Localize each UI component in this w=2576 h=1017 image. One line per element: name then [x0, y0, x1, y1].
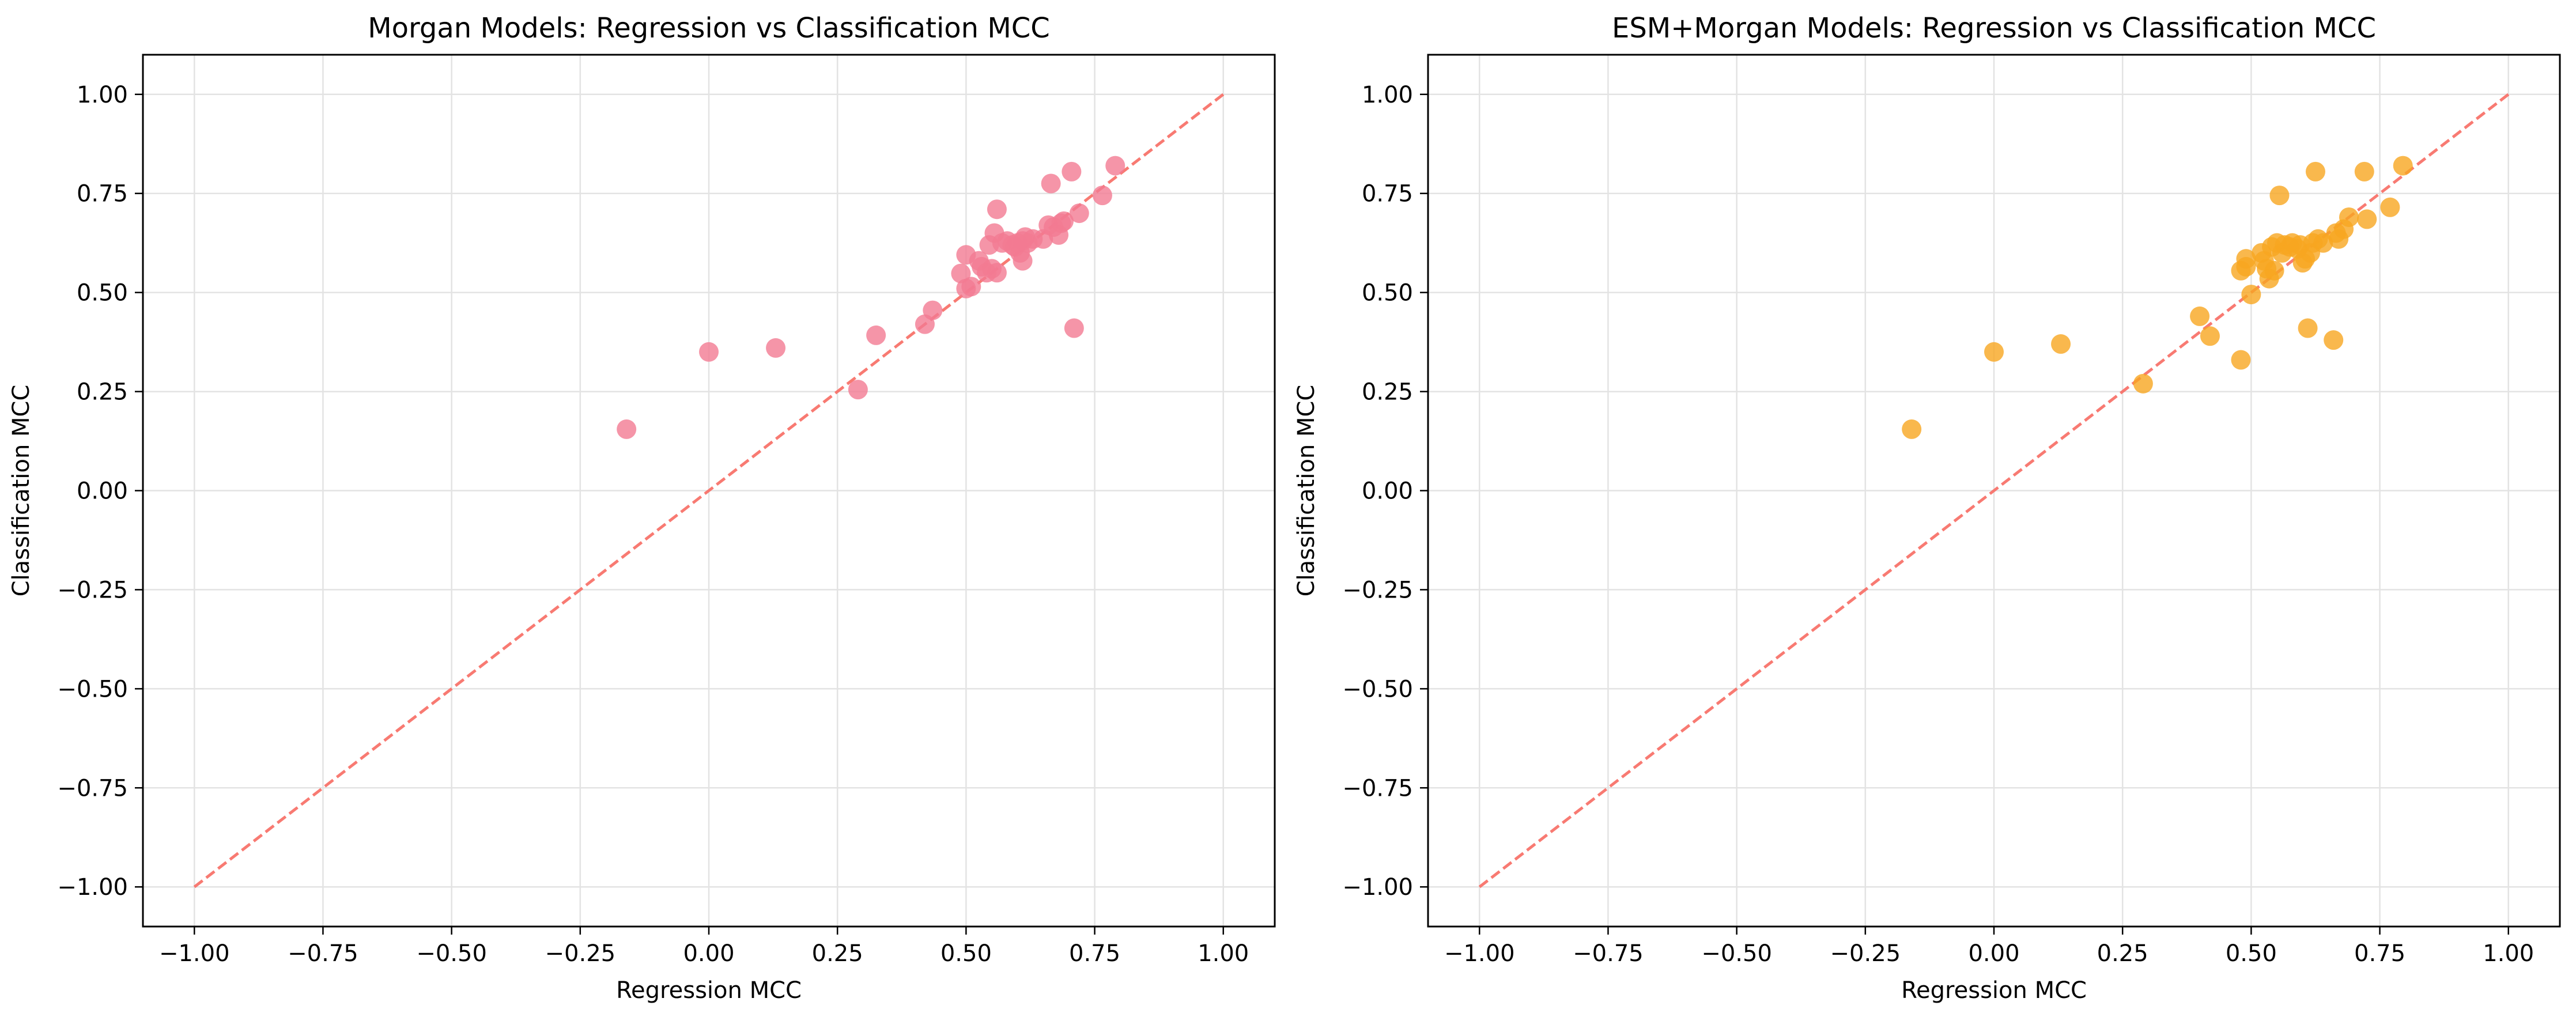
data-point	[987, 263, 1007, 283]
data-point	[2200, 326, 2220, 346]
x-tick-label: 0.00	[683, 940, 734, 967]
y-tick-label: 0.75	[77, 181, 128, 207]
x-tick-label: 0.50	[940, 940, 992, 967]
data-point	[2354, 161, 2374, 182]
y-tick-label: −0.25	[1342, 577, 1413, 603]
data-point	[1902, 419, 1922, 439]
data-point	[2324, 330, 2344, 350]
y-tick-label: 0.25	[77, 379, 128, 406]
y-tick-label: −0.75	[1342, 775, 1413, 801]
x-tick-label: 0.50	[2226, 940, 2277, 967]
x-tick-label: 0.75	[1069, 940, 1120, 967]
data-point	[2339, 207, 2359, 227]
chart-morgan: −1.00 −0.75 −0.50 −0.25 0.00 0.25 0.50 0.75 1.00…	[8, 12, 1276, 1004]
y-tick-label: −0.50	[1342, 676, 1413, 702]
chart-title: ESM+Morgan Models: Regression vs Classif…	[1612, 12, 2376, 44]
data-point	[2264, 260, 2284, 281]
data-point	[699, 342, 719, 362]
y-tick-label: 0.75	[1362, 181, 1413, 207]
data-point	[951, 263, 971, 283]
y-tick-label: 0.50	[1362, 280, 1413, 307]
data-point	[1062, 161, 1082, 182]
x-tick-label: 0.25	[812, 940, 863, 967]
data-point	[2380, 197, 2400, 217]
x-tick-label: −0.75	[288, 940, 358, 967]
data-point	[2269, 186, 2290, 206]
data-point	[2231, 350, 2251, 370]
data-point	[2357, 209, 2377, 229]
x-tick-label: −0.75	[1573, 940, 1644, 967]
y-tick-label: −1.00	[57, 874, 128, 901]
data-point	[2133, 373, 2153, 394]
data-point	[1053, 211, 1074, 231]
x-tick-label: 0.00	[1968, 940, 2019, 967]
data-point	[2305, 161, 2325, 182]
x-tick-label: 0.25	[2097, 940, 2148, 967]
data-point	[1105, 156, 1125, 176]
x-tick-label: 0.75	[2354, 940, 2405, 967]
x-tick-label: 1.00	[1198, 940, 1249, 967]
y-tick-label: 1.00	[77, 82, 128, 108]
y-axis-label: Classification MCC	[8, 385, 35, 597]
x-tick-label: −0.50	[1701, 940, 1772, 967]
y-tick-label: 0.00	[77, 478, 128, 505]
data-point	[2393, 156, 2413, 176]
y-tick-label: 0.00	[1362, 478, 1413, 505]
y-tick-label: −1.00	[1342, 874, 1413, 901]
y-tick-label: 0.50	[77, 280, 128, 307]
x-axis-label: Regression MCC	[1901, 977, 2087, 1004]
y-tick-label: −0.25	[57, 577, 128, 603]
y-tick-label: 0.25	[1362, 379, 1413, 406]
chart-title: Morgan Models: Regression vs Classificat…	[368, 12, 1050, 44]
data-point	[866, 325, 886, 345]
y-tick-label: −0.75	[57, 775, 128, 801]
data-point	[617, 419, 637, 439]
data-point	[1013, 251, 1033, 271]
data-point	[1092, 186, 1112, 206]
data-point	[1984, 342, 2004, 362]
data-point	[2241, 285, 2261, 305]
x-tick-label: −0.25	[545, 940, 616, 967]
data-point	[2236, 249, 2256, 269]
data-point	[1064, 318, 1084, 338]
x-tick-label: −0.25	[1830, 940, 1901, 967]
x-tick-label: −0.50	[416, 940, 487, 967]
x-axis-label: Regression MCC	[616, 977, 802, 1004]
y-axis-label: Classification MCC	[1293, 385, 1320, 597]
data-point	[1041, 173, 1061, 194]
data-point	[987, 199, 1007, 220]
x-tick-label: −1.00	[1444, 940, 1515, 967]
data-point	[923, 300, 943, 320]
data-point	[2298, 318, 2318, 338]
data-point	[2051, 334, 2071, 354]
data-point	[766, 338, 786, 358]
chart-esm-morgan: −1.00 −0.75 −0.50 −0.25 0.00 0.25 0.50 0.75 1.00…	[1293, 12, 2561, 1004]
data-point	[1069, 203, 1089, 224]
data-point	[848, 380, 868, 400]
y-tick-label: 1.00	[1362, 82, 1413, 108]
data-point	[961, 277, 981, 297]
x-tick-label: −1.00	[159, 940, 230, 967]
x-tick-label: 1.00	[2483, 940, 2534, 967]
y-tick-label: −0.50	[57, 676, 128, 702]
data-point	[2190, 306, 2210, 326]
